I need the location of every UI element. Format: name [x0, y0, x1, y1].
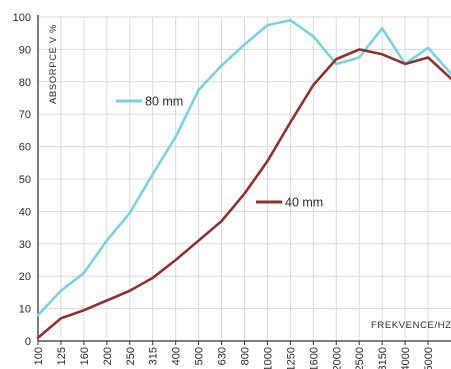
series-line-0 — [36, 18, 451, 317]
legend-item-40mm: 40 mm — [256, 196, 323, 210]
x-tick-label: 5000 — [423, 347, 435, 369]
y-tick-label: 50 — [19, 174, 31, 186]
x-tick-label: 2500 — [354, 347, 366, 369]
y-tick-label: 90 — [19, 44, 31, 56]
x-tick-label: 400 — [171, 347, 183, 365]
tick-labels: 0 10 20 30 40 50 60 70 80 90 100 100 125 160 200 250 315… — [13, 12, 435, 369]
x-tick-label: 315 — [148, 347, 160, 365]
y-tick-label: 80 — [19, 77, 31, 89]
legend-label-40mm: 40 mm — [285, 196, 323, 210]
y-tick-label: 60 — [19, 142, 31, 154]
y-axis-title: ABSORPCE V % — [48, 24, 59, 104]
x-tick-label: 800 — [240, 347, 252, 365]
x-tick-label: 200 — [102, 347, 114, 365]
x-tick-label: 250 — [125, 347, 137, 365]
x-tick-label: 1600 — [308, 347, 320, 369]
y-tick-label: 70 — [19, 109, 31, 121]
x-tick-label: 630 — [217, 347, 229, 365]
series-lines — [36, 18, 451, 340]
x-tick-label: 3150 — [377, 347, 389, 369]
series-line-1 — [36, 48, 451, 340]
grid — [37, 16, 451, 342]
x-tick-label: 1000 — [262, 347, 274, 369]
legend-item-80mm: 80 mm — [116, 95, 183, 109]
x-tick-label: 1250 — [285, 347, 297, 369]
x-tick-label: 125 — [56, 347, 68, 365]
y-tick-label: 100 — [13, 12, 31, 24]
x-tick-label: 4000 — [400, 347, 412, 369]
x-tick-label: 500 — [194, 347, 206, 365]
y-tick-label: 20 — [19, 271, 31, 283]
x-axis-title: FREKVENCE/HZ — [371, 320, 451, 331]
y-tick-label: 30 — [19, 239, 31, 251]
x-tick-label: 100 — [33, 347, 45, 365]
y-tick-label: 10 — [19, 304, 31, 316]
x-tick-label: 160 — [79, 347, 91, 365]
axes — [37, 15, 451, 345]
x-tick-label: 2000 — [331, 347, 343, 369]
legend-label-80mm: 80 mm — [145, 95, 183, 109]
y-tick-label: 0 — [25, 336, 31, 348]
y-tick-label: 40 — [19, 206, 31, 218]
